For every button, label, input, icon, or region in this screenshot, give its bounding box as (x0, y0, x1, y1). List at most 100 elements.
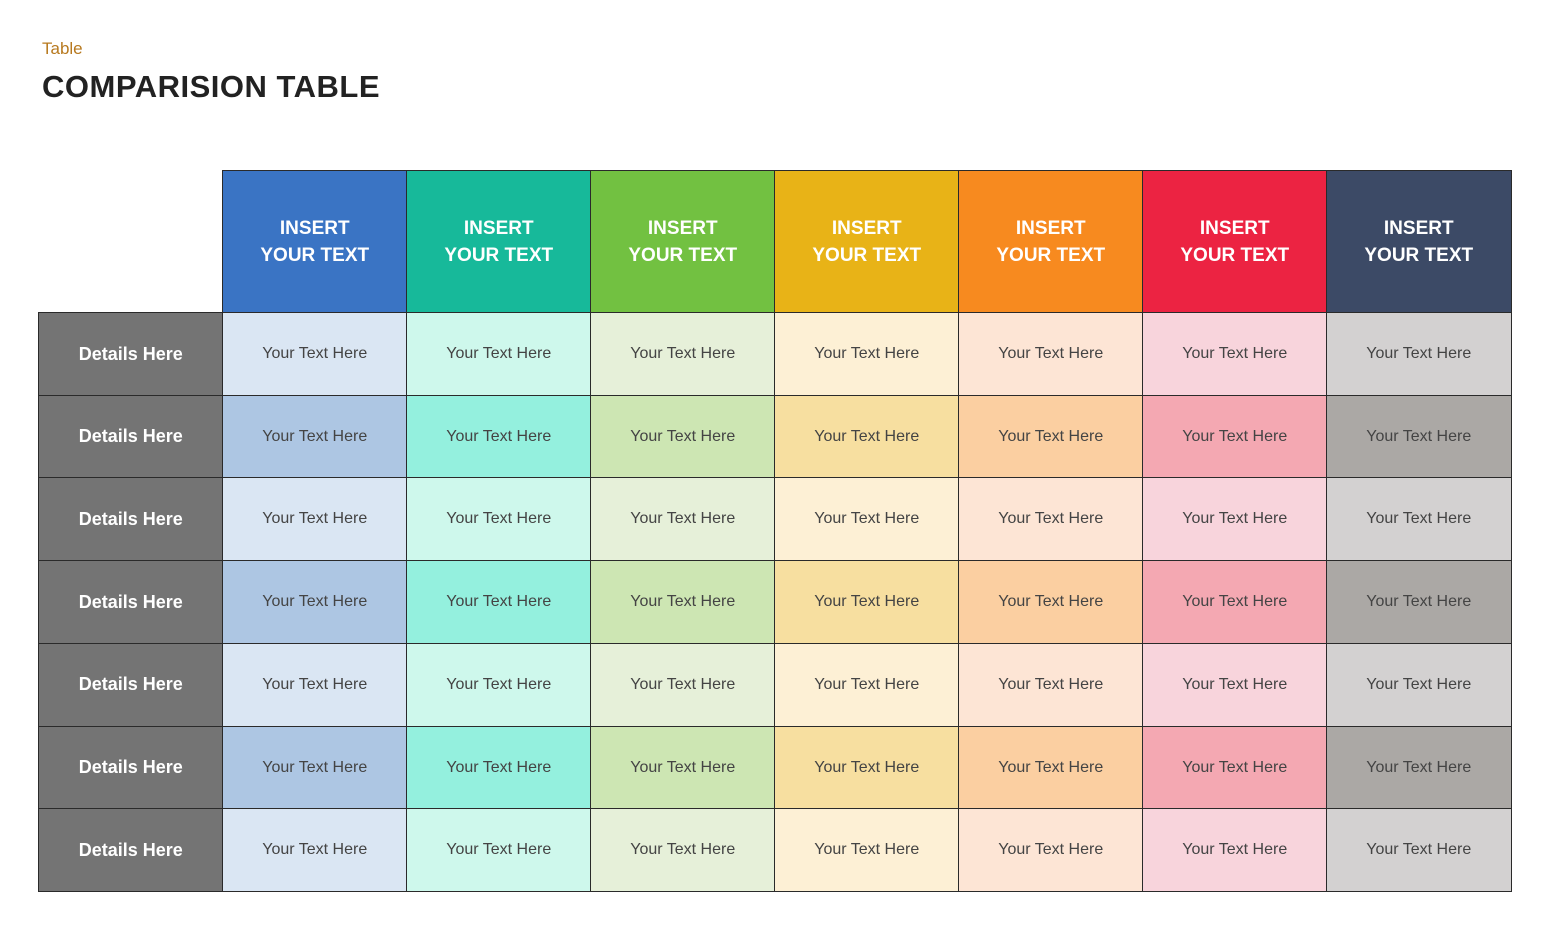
header-line: INSERT (463, 218, 534, 239)
header-line: YOUR TEXT (996, 245, 1106, 266)
table-cell: Your Text Here (958, 394, 1144, 479)
table-cell: Your Text Here (590, 808, 776, 893)
cell-text: Your Text Here (1182, 510, 1288, 528)
table-cell: Your Text Here (222, 560, 408, 645)
table-cell: Your Text Here (222, 808, 408, 893)
cell-text: Your Text Here (262, 427, 368, 445)
cell-text: Your Text Here (1182, 593, 1288, 611)
cell-text: Your Text Here (998, 841, 1104, 859)
table-cell: Your Text Here (590, 477, 776, 562)
row-header: Details Here (38, 394, 224, 479)
cell-text: Your Text Here (262, 675, 368, 693)
cell-text: Your Text Here (1182, 758, 1288, 776)
cell-text: Your Text Here (630, 675, 736, 693)
column-header: INSERT YOUR TEXT (1326, 170, 1512, 314)
header-line: INSERT (831, 218, 902, 239)
cell-text: Your Text Here (446, 510, 552, 528)
table-cell: Your Text Here (590, 312, 776, 397)
cell-text: Your Text Here (1182, 345, 1288, 363)
table-cell: Your Text Here (406, 477, 592, 562)
header-line: YOUR TEXT (1180, 245, 1290, 266)
row-header: Details Here (38, 560, 224, 645)
table-cell: Your Text Here (1326, 725, 1512, 810)
row-header: Details Here (38, 725, 224, 810)
cell-text: Your Text Here (630, 593, 736, 611)
table-cell: Your Text Here (774, 725, 960, 810)
column-header: INSERT YOUR TEXT (406, 170, 592, 314)
cell-text: Your Text Here (1182, 427, 1288, 445)
cell-text: Your Text Here (446, 758, 552, 776)
table-cell: Your Text Here (406, 642, 592, 727)
table-cell: Your Text Here (958, 725, 1144, 810)
table-cell: Your Text Here (222, 477, 408, 562)
table-cell: Your Text Here (590, 725, 776, 810)
table-cell: Your Text Here (958, 477, 1144, 562)
cell-text: Your Text Here (814, 345, 920, 363)
cell-text: Your Text Here (262, 758, 368, 776)
cell-text: Your Text Here (446, 675, 552, 693)
cell-text: Your Text Here (814, 510, 920, 528)
table-cell: Your Text Here (406, 312, 592, 397)
row-label: Details Here (78, 674, 183, 695)
table-cell: Your Text Here (958, 642, 1144, 727)
table-cell: Your Text Here (406, 725, 592, 810)
column-header: INSERT YOUR TEXT (1142, 170, 1328, 314)
cell-text: Your Text Here (1366, 675, 1472, 693)
table-cell: Your Text Here (1326, 642, 1512, 727)
row-label: Details Here (78, 343, 183, 364)
table-cell: Your Text Here (1326, 394, 1512, 479)
cell-text: Your Text Here (1366, 593, 1472, 611)
table-cell: Your Text Here (774, 808, 960, 893)
cell-text: Your Text Here (446, 345, 552, 363)
header-line: YOUR TEXT (444, 245, 554, 266)
table-cell: Your Text Here (406, 560, 592, 645)
table-cell: Your Text Here (1142, 808, 1328, 893)
row-label: Details Here (78, 591, 183, 612)
cell-text: Your Text Here (446, 427, 552, 445)
cell-text: Your Text Here (446, 593, 552, 611)
title: COMPARISION TABLE (42, 69, 381, 104)
header-line: YOUR TEXT (628, 245, 738, 266)
cell-text: Your Text Here (1366, 510, 1472, 528)
table-cell: Your Text Here (774, 312, 960, 397)
header-line: YOUR TEXT (260, 245, 370, 266)
table-cell: Your Text Here (774, 642, 960, 727)
row-header: Details Here (38, 312, 224, 397)
table-cell: Your Text Here (1142, 477, 1328, 562)
table-cell: Your Text Here (1142, 642, 1328, 727)
row-header: Details Here (38, 642, 224, 727)
row-header: Details Here (38, 477, 224, 562)
cell-text: Your Text Here (814, 675, 920, 693)
table-cell: Your Text Here (590, 560, 776, 645)
header-line: YOUR TEXT (1364, 245, 1474, 266)
header-line: INSERT (1199, 218, 1270, 239)
table-cell: Your Text Here (590, 642, 776, 727)
table-cell: Your Text Here (958, 312, 1144, 397)
cell-text: Your Text Here (1366, 427, 1472, 445)
cell-text: Your Text Here (998, 758, 1104, 776)
header-line: INSERT (279, 218, 350, 239)
cell-text: Your Text Here (998, 345, 1104, 363)
table-cell: Your Text Here (774, 477, 960, 562)
cell-text: Your Text Here (814, 427, 920, 445)
cell-text: Your Text Here (262, 510, 368, 528)
cell-text: Your Text Here (1182, 675, 1288, 693)
table-cell: Your Text Here (222, 394, 408, 479)
table-cell: Your Text Here (590, 394, 776, 479)
header-line: INSERT (1383, 218, 1454, 239)
cell-text: Your Text Here (1182, 841, 1288, 859)
table-cell: Your Text Here (1142, 725, 1328, 810)
cell-text: Your Text Here (814, 758, 920, 776)
cell-text: Your Text Here (998, 593, 1104, 611)
table-cell: Your Text Here (958, 560, 1144, 645)
table-cell: Your Text Here (406, 808, 592, 893)
table-cell: Your Text Here (1142, 394, 1328, 479)
table-cell: Your Text Here (958, 808, 1144, 893)
table-cell: Your Text Here (1326, 560, 1512, 645)
table-cell: Your Text Here (1326, 808, 1512, 893)
table-cell: Your Text Here (222, 642, 408, 727)
header-line: INSERT (647, 218, 718, 239)
row-label: Details Here (78, 426, 183, 447)
table-cell: Your Text Here (1142, 312, 1328, 397)
cell-text: Your Text Here (446, 841, 552, 859)
